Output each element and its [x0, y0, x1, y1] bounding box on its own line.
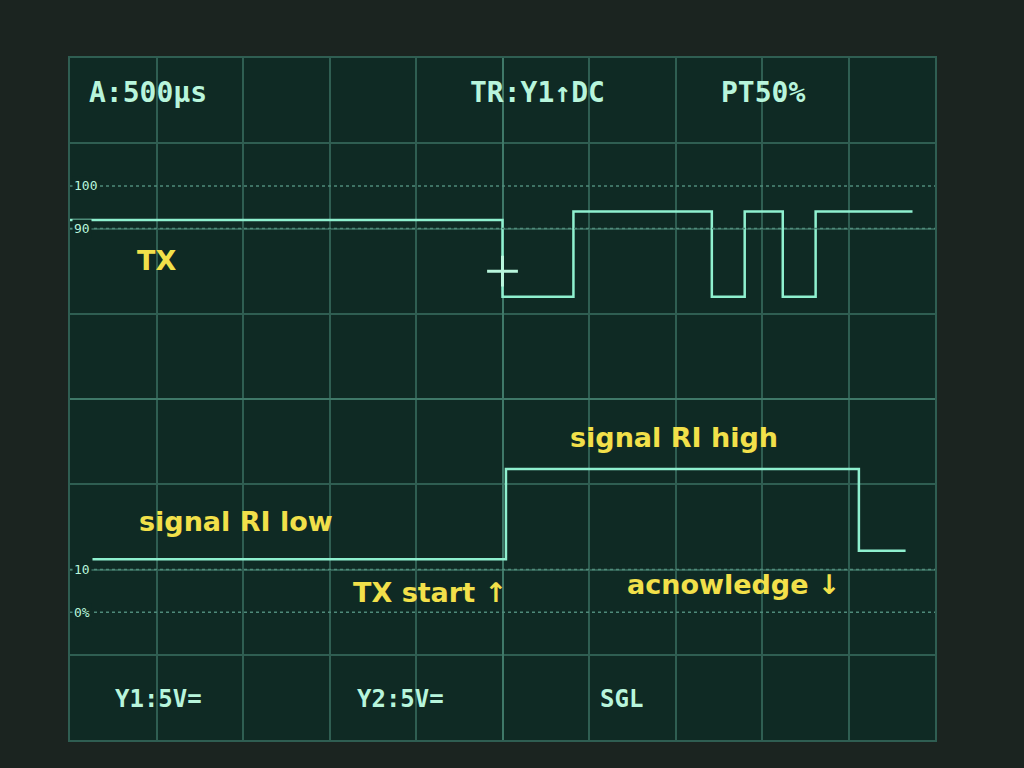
svg-text:PT50%: PT50% — [721, 76, 805, 109]
svg-text:TX start ↑: TX start ↑ — [353, 577, 507, 608]
svg-text:Y1:5V=: Y1:5V= — [115, 685, 202, 713]
svg-text:SGL: SGL — [600, 685, 643, 713]
svg-text:A:500µs: A:500µs — [89, 76, 207, 109]
svg-text:TX: TX — [137, 245, 176, 276]
svg-text:Y2:5V=: Y2:5V= — [357, 685, 444, 713]
svg-text:10: 10 — [74, 562, 90, 577]
svg-text:TR:Y1↑DC: TR:Y1↑DC — [470, 76, 605, 109]
svg-text:signal RI low: signal RI low — [139, 506, 333, 537]
svg-text:acnowledge ↓: acnowledge ↓ — [627, 569, 841, 600]
svg-text:0%: 0% — [74, 605, 90, 620]
svg-text:90: 90 — [74, 221, 90, 236]
svg-text:100: 100 — [74, 178, 97, 193]
svg-text:signal RI high: signal RI high — [570, 422, 778, 453]
